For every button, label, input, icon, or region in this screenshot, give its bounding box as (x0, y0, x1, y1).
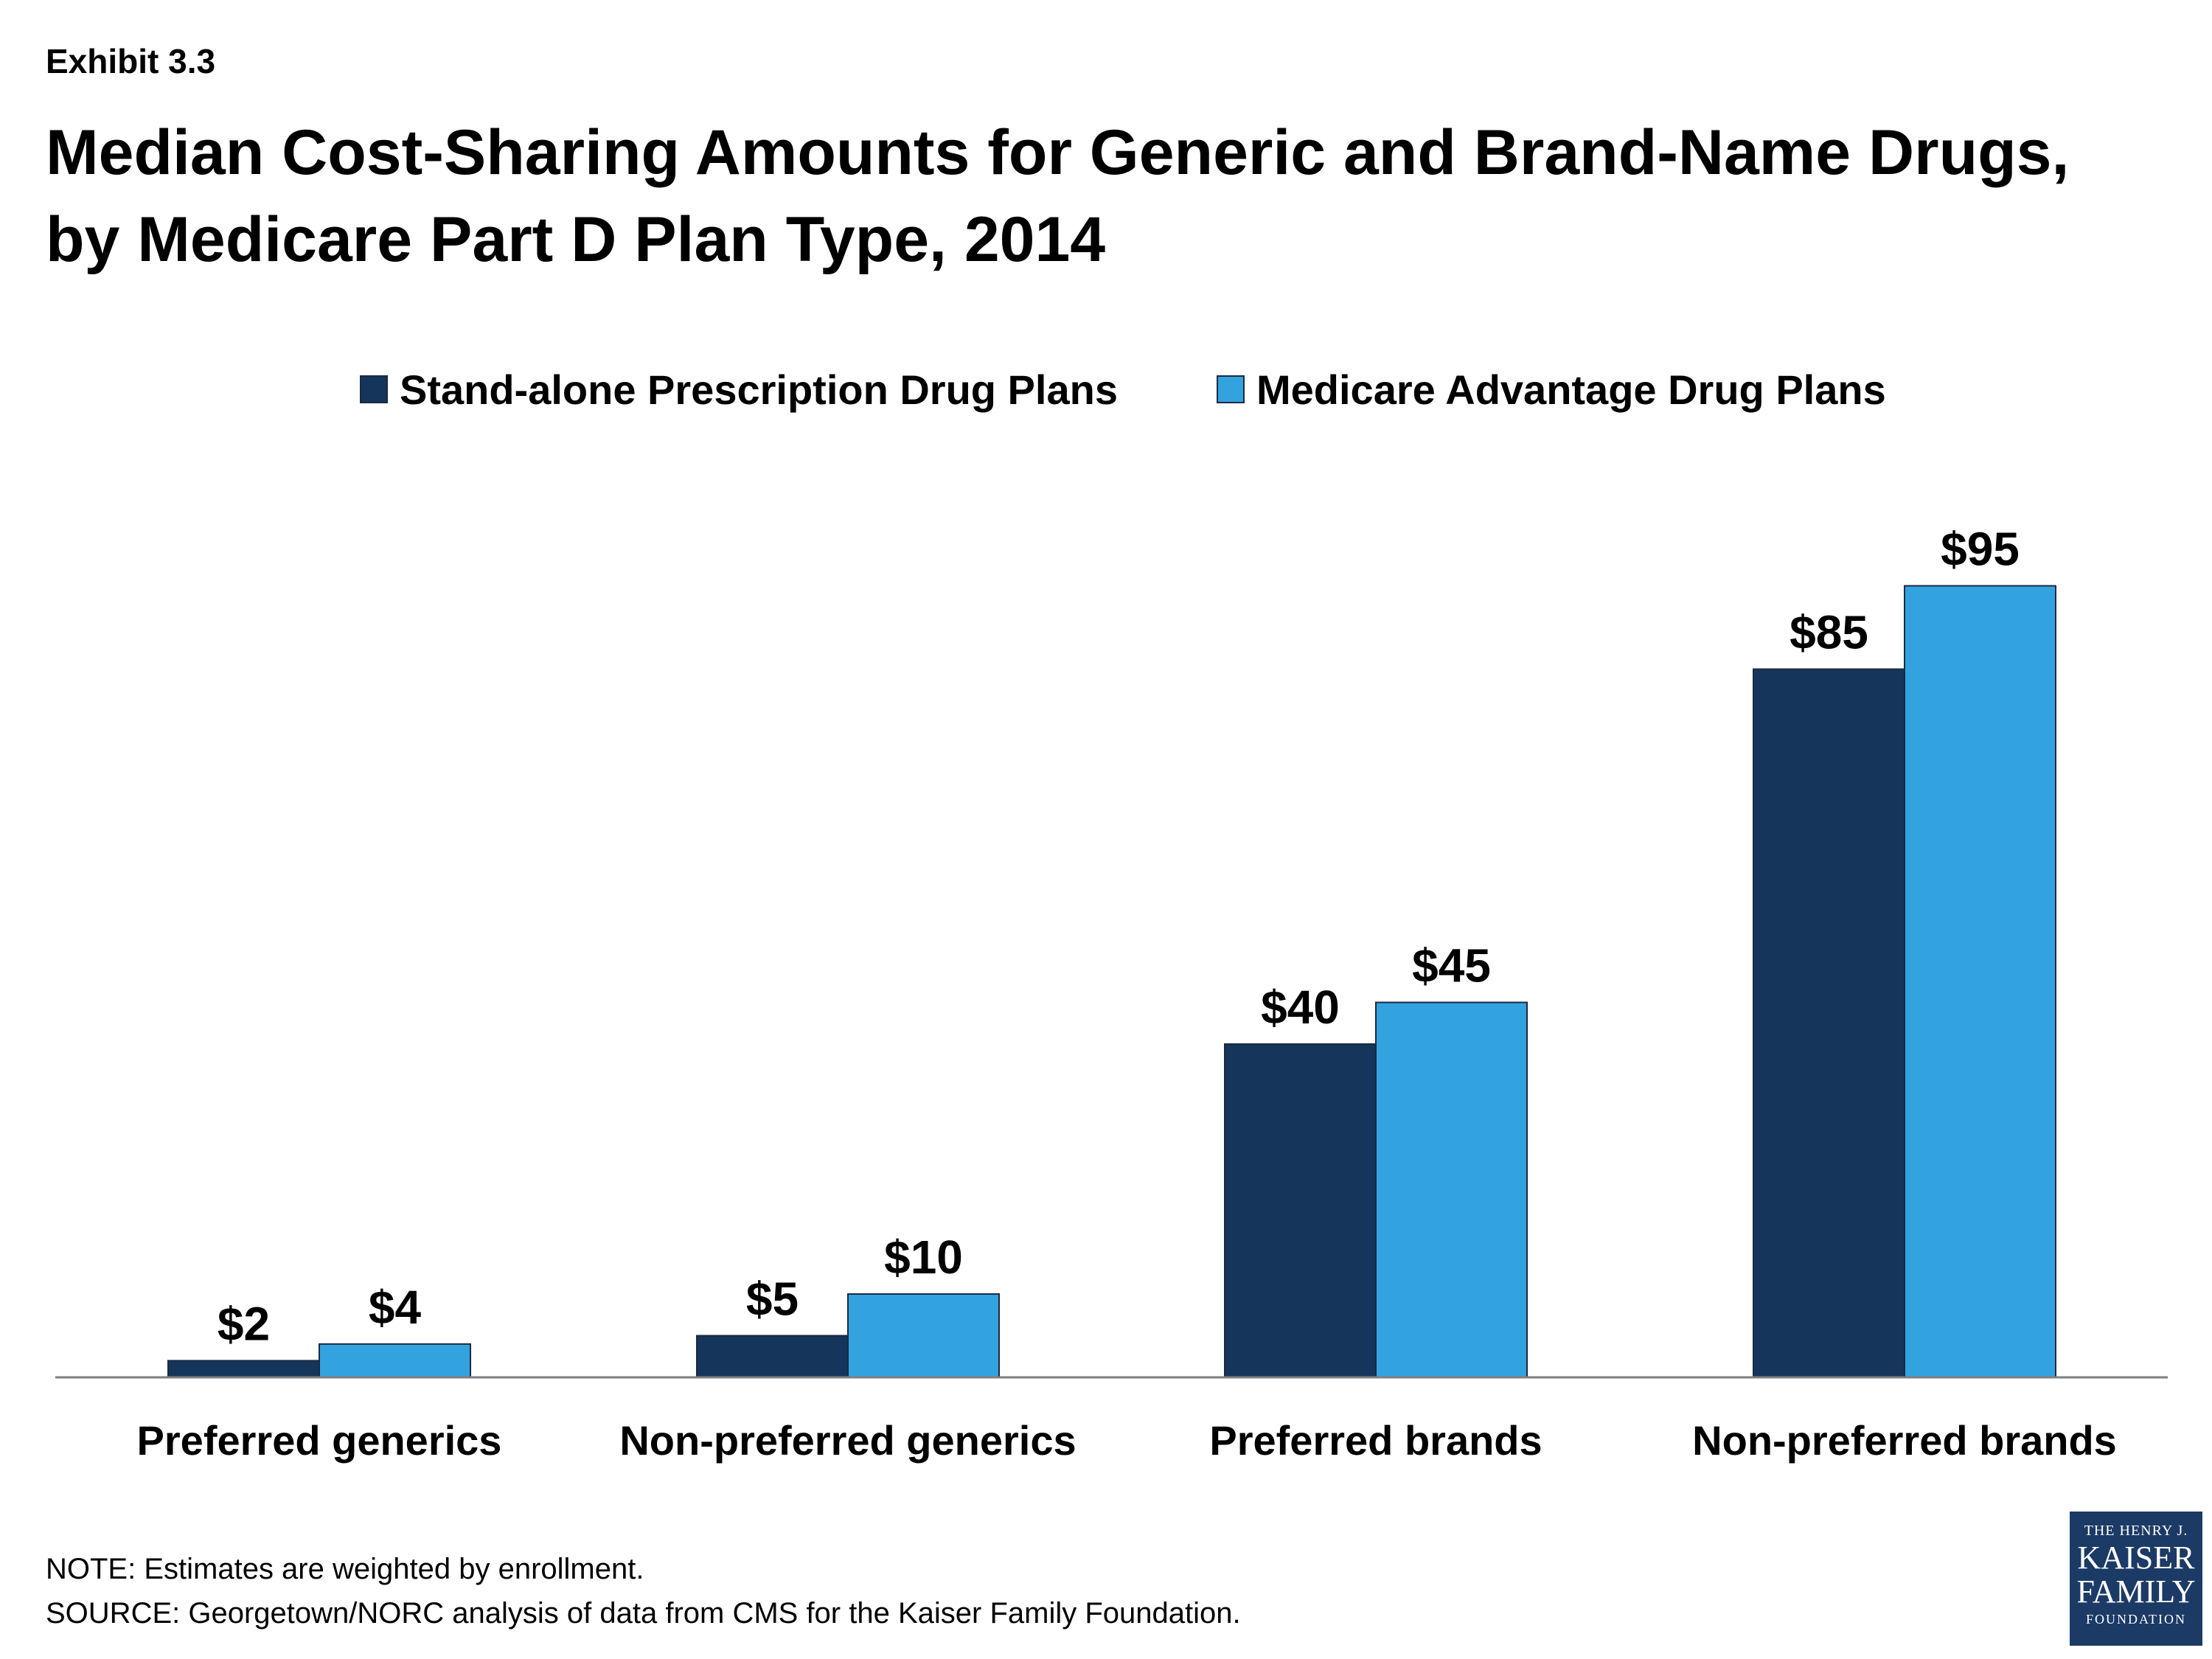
x-tick-label-preferred-generics: Preferred generics (137, 1417, 502, 1464)
bar-non-preferred-generics-series-1 (696, 1335, 849, 1378)
exhibit-label: Exhibit 3.3 (46, 42, 216, 80)
x-tick-label-non-preferred-generics: Non-preferred generics (619, 1417, 1076, 1464)
data-label-non-preferred-generics-series-2: $10 (884, 1231, 963, 1284)
data-label-non-preferred-brands-series-2: $95 (1941, 523, 2020, 576)
logo-line-2: KAISER (2077, 1540, 2195, 1576)
logo-line-1: THE HENRY J. (2084, 1523, 2188, 1539)
bar-non-preferred-generics-series-2 (847, 1293, 1000, 1378)
legend-item-standalone: Stand-alone Prescription Drug Plans (360, 360, 1118, 419)
legend-swatch-medicare-advantage (1217, 375, 1245, 403)
bar-preferred-brands-series-1 (1224, 1043, 1377, 1378)
data-label-non-preferred-generics-series-1: $5 (746, 1273, 799, 1326)
data-label-preferred-generics-series-2: $4 (369, 1281, 422, 1334)
legend-swatch-standalone (360, 375, 388, 403)
x-tick-label-non-preferred-brands: Non-preferred brands (1692, 1417, 2117, 1464)
logo-line-3: FAMILY (2076, 1573, 2196, 1610)
chart-title: Median Cost-Sharing Amounts for Generic … (46, 109, 2169, 283)
chart-title-line-2: by Medicare Part D Plan Type, 2014 (46, 204, 1106, 275)
legend-item-medicare-advantage: Medicare Advantage Drug Plans (1217, 360, 1886, 419)
bar-preferred-brands-series-2 (1375, 1001, 1528, 1378)
data-label-preferred-generics-series-1: $2 (218, 1297, 270, 1350)
data-label-preferred-brands-series-2: $45 (1412, 939, 1491, 992)
legend-label-medicare-advantage: Medicare Advantage Drug Plans (1256, 366, 1886, 413)
chart-title-line-1: Median Cost-Sharing Amounts for Generic … (46, 117, 2070, 188)
x-tick-label-preferred-brands: Preferred brands (1209, 1417, 1542, 1464)
kff-logo: THE HENRY J. KAISER FAMILY FOUNDATION (2070, 1512, 2202, 1646)
bar-non-preferred-brands-series-2 (1904, 585, 2056, 1378)
note-text: NOTE: Estimates are weighted by enrollme… (46, 1553, 644, 1585)
data-label-non-preferred-brands-series-1: $85 (1790, 606, 1868, 659)
bar-preferred-generics-series-2 (319, 1343, 471, 1379)
source-text: SOURCE: Georgetown/NORC analysis of data… (46, 1597, 1241, 1630)
footnotes: NOTE: Estimates are weighted by enrollme… (46, 1547, 1241, 1635)
legend-label-standalone: Stand-alone Prescription Drug Plans (400, 366, 1118, 413)
data-label-preferred-brands-series-1: $40 (1261, 981, 1340, 1034)
logo-line-4: FOUNDATION (2086, 1612, 2186, 1627)
chart-legend: Stand-alone Prescription Drug Plans Medi… (0, 360, 2212, 419)
bar-preferred-generics-series-1 (167, 1360, 320, 1379)
bar-non-preferred-brands-series-1 (1753, 668, 1905, 1378)
